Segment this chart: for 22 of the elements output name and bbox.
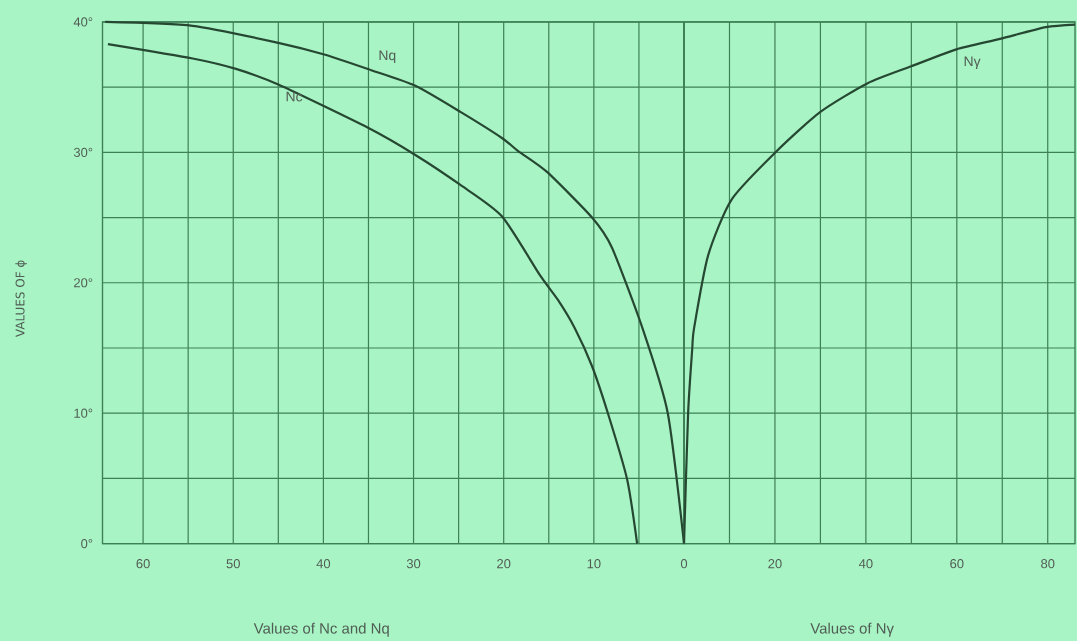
y-tick-label: 0° (81, 538, 93, 549)
y-tick-label: 10° (74, 408, 93, 418)
series-label: Nc (286, 91, 303, 102)
x-tick-label: 40 (316, 558, 331, 569)
y-tick-label: 20° (74, 278, 93, 288)
x-axis-title: Values of Nγ (810, 622, 894, 637)
x-tick-label: 20 (497, 558, 511, 569)
y-tick-label: 40° (73, 17, 93, 27)
x-tick-label: 60 (950, 558, 964, 569)
x-tick-label: 80 (1041, 558, 1055, 569)
x-tick-label: 20 (768, 558, 782, 569)
x-tick-label: 50 (226, 558, 240, 569)
series-label: Nγ (964, 56, 981, 69)
y-axis-title: VALUES OF ϕ (15, 260, 27, 337)
x-tick-label: 30 (406, 558, 421, 569)
series-label: Nq (379, 50, 396, 63)
x-tick-label: 0 (680, 558, 688, 569)
x-tick-label: 60 (136, 558, 150, 569)
x-tick-label: 10 (587, 558, 601, 569)
x-axis-title: Values of Nc and Nq (253, 622, 389, 637)
y-tick-label: 30° (73, 147, 93, 157)
x-tick-label: 40 (858, 558, 873, 569)
